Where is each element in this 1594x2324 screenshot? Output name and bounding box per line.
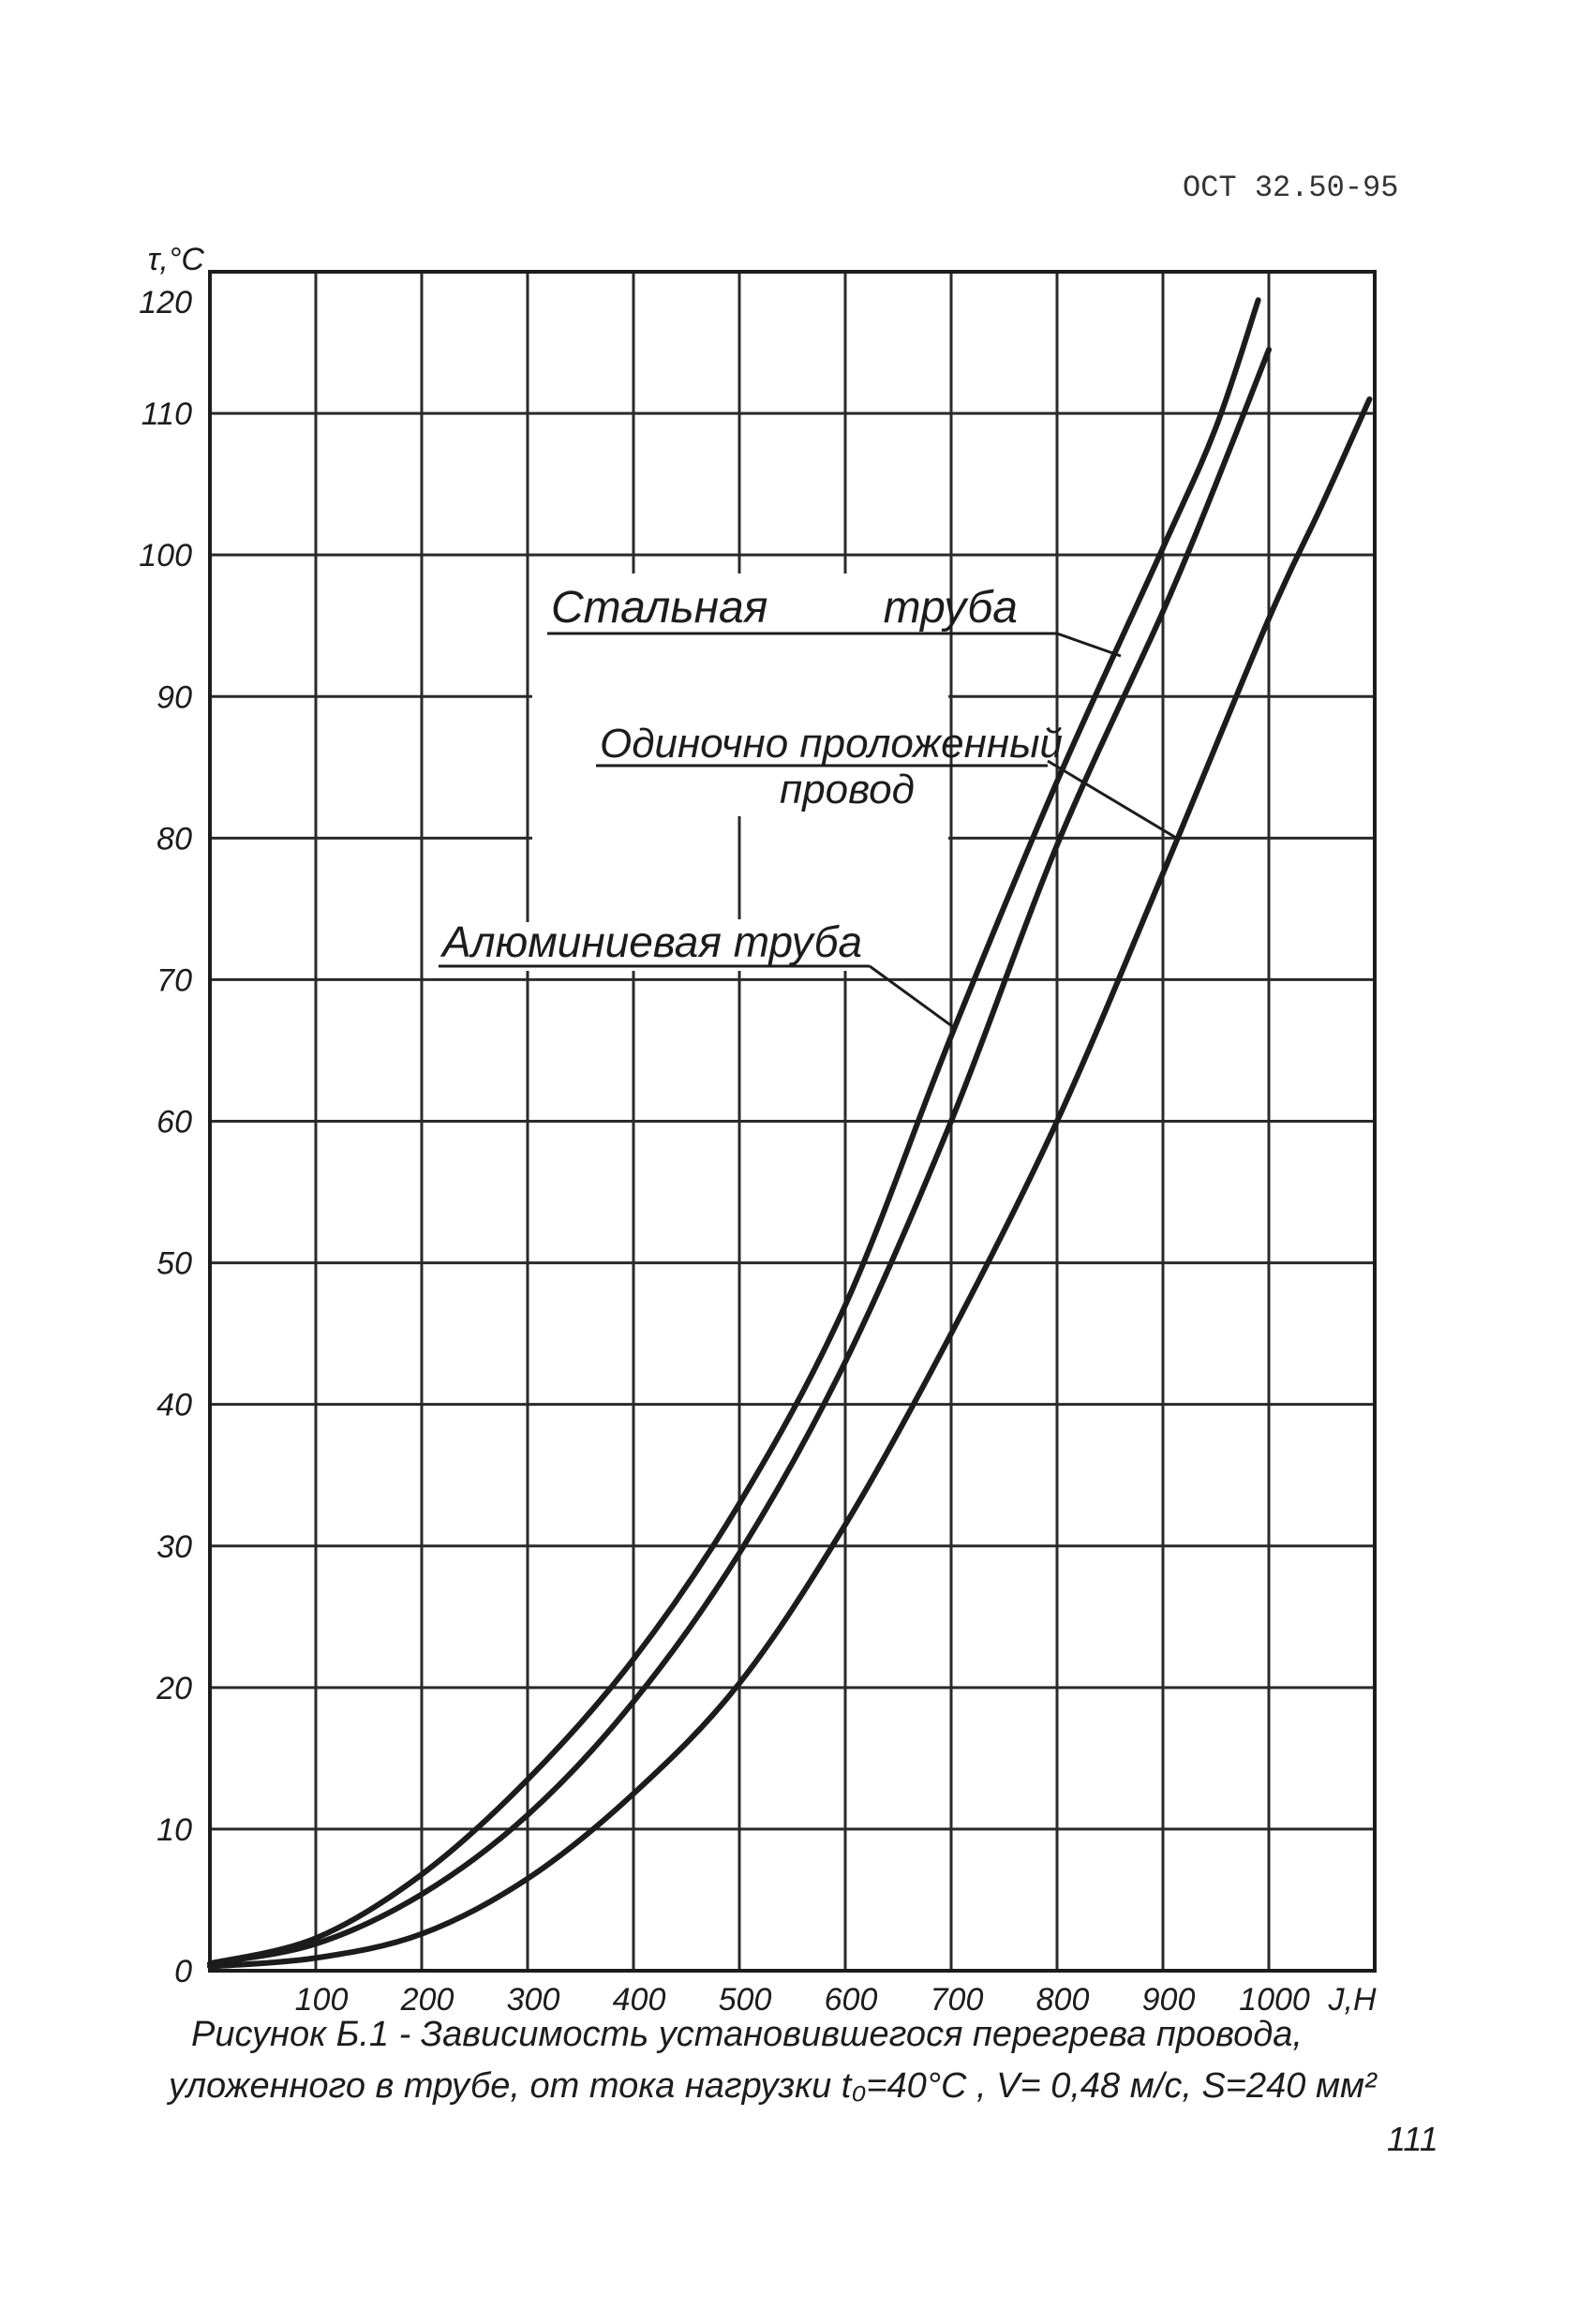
x-tick-label-600: 600 xyxy=(825,1982,878,2018)
x-tick-label-800: 800 xyxy=(1036,1982,1090,2018)
y-tick-label-60: 60 xyxy=(156,1105,192,1140)
page-number: 111 xyxy=(1387,2120,1438,2158)
x-tick-label-900: 900 xyxy=(1142,1982,1196,2018)
tick-labels: 100 200 300 400 500 600 700 800 900 1000 0 10 20 30 40… xyxy=(139,285,1310,2018)
x-axis-label: J,H xyxy=(1328,1982,1377,2018)
y-axis-label: τ,°C xyxy=(148,242,205,277)
series-label-leader xyxy=(869,964,957,1031)
y-tick-label-110: 110 xyxy=(142,396,192,432)
series-line-steel-pipe xyxy=(207,297,1261,1967)
y-tick-label-70: 70 xyxy=(156,962,192,998)
y-tick-label-0: 0 xyxy=(174,1954,192,1989)
series-line-single-wire xyxy=(207,396,1373,1970)
label-mask-lower xyxy=(434,922,874,971)
y-tick-label-50: 50 xyxy=(156,1246,192,1282)
x-tick-label-100: 100 xyxy=(295,1982,349,2018)
x-tick-label-300: 300 xyxy=(507,1982,560,2018)
series-label-leader xyxy=(1047,759,1177,840)
y-tick-label-120: 120 xyxy=(139,285,192,320)
series-label-single-wire-line2: провод xyxy=(780,767,915,812)
document-code: ОСТ 32.50-95 xyxy=(1183,171,1399,205)
x-tick-label-1000: 1000 xyxy=(1239,1982,1310,2018)
y-tick-label-90: 90 xyxy=(156,679,192,715)
y-tick-label-100: 100 xyxy=(139,538,192,574)
series-annotation-aluminium-pipe: Алюминиевая труба xyxy=(439,917,957,1031)
x-tick-label-200: 200 xyxy=(400,1982,454,2018)
series-label-leader xyxy=(1056,632,1122,658)
series-label-steel-pipe: Стальная труба xyxy=(551,583,1018,633)
figure-caption-line2: уложенного в трубе, от тока нагрузки t₀=… xyxy=(169,2066,1377,2106)
series-lines xyxy=(207,297,1373,1970)
y-tick-label-80: 80 xyxy=(156,821,192,857)
series-label-aluminium-pipe: Алюминиевая труба xyxy=(439,917,862,966)
y-tick-label-40: 40 xyxy=(156,1388,192,1423)
y-tick-label-20: 20 xyxy=(156,1671,192,1706)
x-tick-label-700: 700 xyxy=(931,1982,984,2018)
y-tick-label-30: 30 xyxy=(156,1529,192,1565)
series-annotation-single-wire: Одиночно проложенный провод xyxy=(596,721,1177,840)
series-line-aluminium-pipe xyxy=(207,347,1272,1967)
y-tick-label-10: 10 xyxy=(156,1812,192,1848)
series-label-single-wire-line1: Одиночно проложенный xyxy=(600,721,1063,767)
chart-grid xyxy=(210,272,1375,1971)
x-tick-label-500: 500 xyxy=(719,1982,772,2018)
series-annotation-steel-pipe: Стальная труба xyxy=(547,583,1122,658)
x-tick-label-400: 400 xyxy=(613,1982,666,2018)
plot-frame xyxy=(208,270,1377,1973)
figure-caption-line1: Рисунок Б.1 - Зависимость установившегос… xyxy=(191,2015,1303,2054)
